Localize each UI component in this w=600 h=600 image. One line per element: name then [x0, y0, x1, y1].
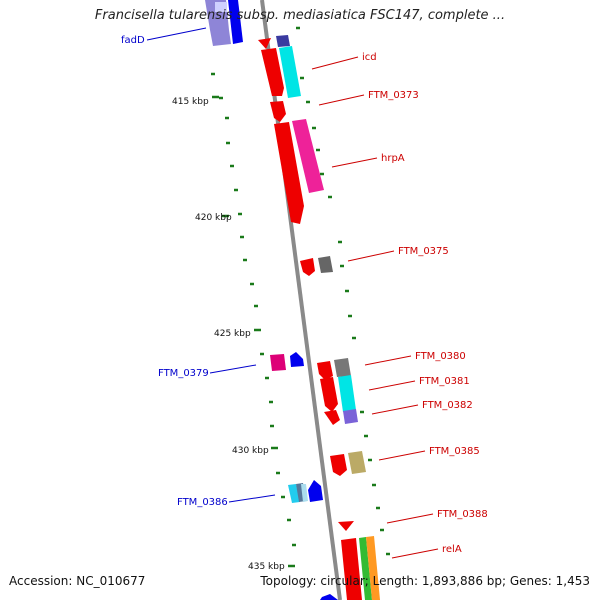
gene-label-icd: icd: [362, 52, 377, 63]
gene-labels: fadD icd FTM_0373 hrpA FTM_0375 FTM_0379…: [121, 35, 488, 555]
label-leaders: [146, 27, 439, 559]
ruler-tick-label: 430 kbp: [232, 446, 269, 456]
forward-strand-genes: [258, 35, 380, 600]
gene-hrpA-cds: [292, 119, 324, 193]
gene-label-FTM_0379: FTM_0379: [158, 368, 209, 379]
gene-FTM_0386-cds: [308, 480, 323, 502]
ruler-tick-label: 425 kbp: [214, 329, 251, 339]
gene-FTM_0375: [300, 258, 315, 276]
gene-FTM_0375-cds: [318, 256, 333, 273]
gene-icd: [261, 48, 284, 96]
gc-content-track: [211, 26, 390, 568]
ruler-tick-label: 420 kbp: [195, 213, 232, 223]
gene-fadD-cds: [228, 0, 243, 44]
reverse-strand-genes: [205, 0, 323, 503]
gene-label-fadD: fadD: [121, 35, 145, 46]
gene-relA-cds-orange: [366, 536, 380, 600]
gene-label-FTM_0375: FTM_0375: [398, 246, 449, 257]
gene-label-FTM_0388: FTM_0388: [437, 509, 488, 520]
map-title: Francisella tularensis subsp. mediasiati…: [94, 8, 506, 23]
gene-FTM_0382: [324, 410, 340, 425]
gene-FTM_0381: [320, 377, 338, 412]
ruler-tick-label: 415 kbp: [172, 97, 209, 107]
gene-label-FTM_0382: FTM_0382: [422, 400, 473, 411]
accession-label: Accession: NC_010677: [9, 574, 146, 588]
gene-FTM_0379-cds: [290, 352, 304, 367]
gene-label-FTM_0373: FTM_0373: [368, 90, 419, 101]
gene-label-FTM_0385: FTM_0385: [429, 446, 480, 457]
gene-hrpA: [274, 122, 304, 224]
gene-label-FTM_0381: FTM_0381: [419, 376, 470, 387]
gene-relA: [341, 538, 362, 600]
genome-backbone: [260, 0, 342, 600]
gene-icd-block: [276, 35, 290, 47]
gene-label-relA: relA: [442, 544, 462, 555]
ruler-tick-label: 435 kbp: [248, 562, 285, 572]
gene-FTM_0373: [270, 101, 286, 122]
gene-FTM_0379: [270, 354, 286, 371]
gene-FTM_0380: [317, 361, 333, 380]
gene-FTM_0381-cds: [338, 375, 356, 412]
gene-label-FTM_0386: FTM_0386: [177, 497, 228, 508]
gene-FTM_0385-cds: [348, 451, 366, 474]
gene-FTM_0380-cds: [334, 358, 351, 377]
gene-FTM_0388: [338, 521, 354, 531]
gene-icd-arrow: [258, 38, 271, 49]
gene-label-FTM_0380: FTM_0380: [415, 351, 466, 362]
gene-relA-cds-green: [359, 537, 372, 600]
gene-label-hrpA: hrpA: [381, 153, 405, 164]
gene-FTM_0382-cds: [343, 409, 358, 424]
gene-icd-cds: [279, 46, 301, 98]
genome-summary: Topology: circular; Length: 1,893,886 bp…: [260, 574, 590, 588]
gene-FTM_0385: [330, 454, 347, 476]
